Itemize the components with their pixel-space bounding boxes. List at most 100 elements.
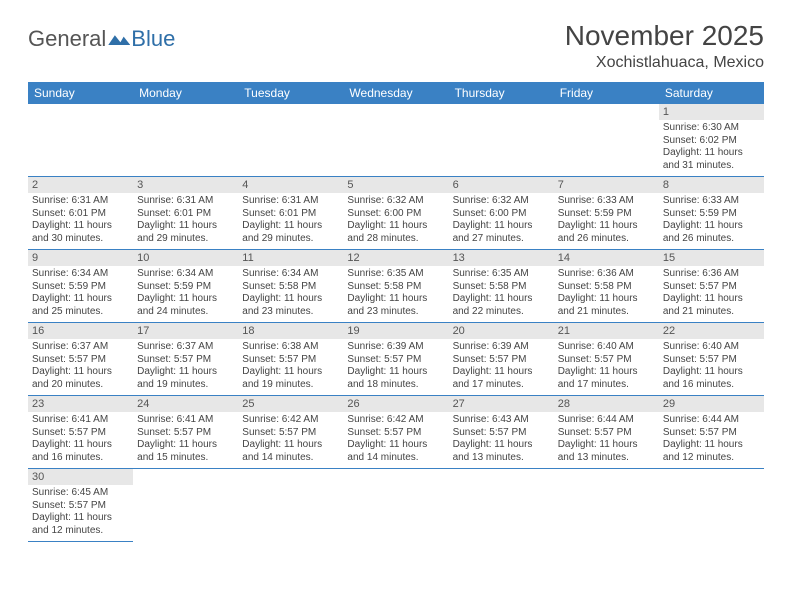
calendar-cell (554, 104, 659, 177)
daylight-line: Daylight: 11 hours and 22 minutes. (453, 293, 550, 318)
calendar-cell (343, 469, 448, 542)
sunset-line: Sunset: 6:01 PM (242, 208, 339, 221)
sunset-line: Sunset: 5:57 PM (453, 354, 550, 367)
daylight-line: Daylight: 11 hours and 14 minutes. (242, 439, 339, 464)
sunset-line: Sunset: 5:57 PM (663, 281, 760, 294)
day-number: 7 (554, 177, 659, 193)
calendar-cell: 1Sunrise: 6:30 AMSunset: 6:02 PMDaylight… (659, 104, 764, 177)
calendar-cell (554, 469, 659, 542)
daylight-line: Daylight: 11 hours and 12 minutes. (32, 512, 129, 537)
calendar-cell: 12Sunrise: 6:35 AMSunset: 5:58 PMDayligh… (343, 250, 448, 323)
day-details: Sunrise: 6:33 AMSunset: 5:59 PMDaylight:… (659, 193, 764, 249)
day-details: Sunrise: 6:33 AMSunset: 5:59 PMDaylight:… (554, 193, 659, 249)
sunset-line: Sunset: 5:59 PM (663, 208, 760, 221)
logo-text-blue: Blue (131, 26, 175, 52)
day-details: Sunrise: 6:31 AMSunset: 6:01 PMDaylight:… (238, 193, 343, 249)
sunset-line: Sunset: 5:58 PM (242, 281, 339, 294)
weekday-header: Sunday (28, 82, 133, 104)
day-number: 13 (449, 250, 554, 266)
sunrise-line: Sunrise: 6:40 AM (558, 341, 655, 354)
daylight-line: Daylight: 11 hours and 29 minutes. (137, 220, 234, 245)
calendar-cell: 29Sunrise: 6:44 AMSunset: 5:57 PMDayligh… (659, 396, 764, 469)
logo-flag-icon (108, 31, 130, 45)
daylight-line: Daylight: 11 hours and 20 minutes. (32, 366, 129, 391)
day-number: 10 (133, 250, 238, 266)
day-details: Sunrise: 6:45 AMSunset: 5:57 PMDaylight:… (28, 485, 133, 541)
sunrise-line: Sunrise: 6:44 AM (558, 414, 655, 427)
sunset-line: Sunset: 5:57 PM (663, 427, 760, 440)
calendar-cell: 15Sunrise: 6:36 AMSunset: 5:57 PMDayligh… (659, 250, 764, 323)
day-number: 3 (133, 177, 238, 193)
sunrise-line: Sunrise: 6:36 AM (663, 268, 760, 281)
day-details: Sunrise: 6:42 AMSunset: 5:57 PMDaylight:… (343, 412, 448, 468)
calendar-cell: 2Sunrise: 6:31 AMSunset: 6:01 PMDaylight… (28, 177, 133, 250)
calendar-cell: 19Sunrise: 6:39 AMSunset: 5:57 PMDayligh… (343, 323, 448, 396)
sunrise-line: Sunrise: 6:31 AM (137, 195, 234, 208)
sunrise-line: Sunrise: 6:31 AM (32, 195, 129, 208)
sunrise-line: Sunrise: 6:45 AM (32, 487, 129, 500)
daylight-line: Daylight: 11 hours and 29 minutes. (242, 220, 339, 245)
sunset-line: Sunset: 5:57 PM (242, 427, 339, 440)
calendar-cell: 7Sunrise: 6:33 AMSunset: 5:59 PMDaylight… (554, 177, 659, 250)
day-number: 9 (28, 250, 133, 266)
day-details: Sunrise: 6:32 AMSunset: 6:00 PMDaylight:… (449, 193, 554, 249)
sunrise-line: Sunrise: 6:36 AM (558, 268, 655, 281)
sunset-line: Sunset: 5:57 PM (242, 354, 339, 367)
day-details: Sunrise: 6:38 AMSunset: 5:57 PMDaylight:… (238, 339, 343, 395)
day-details: Sunrise: 6:34 AMSunset: 5:59 PMDaylight:… (133, 266, 238, 322)
calendar-cell: 17Sunrise: 6:37 AMSunset: 5:57 PMDayligh… (133, 323, 238, 396)
weekday-header: Tuesday (238, 82, 343, 104)
calendar-cell: 6Sunrise: 6:32 AMSunset: 6:00 PMDaylight… (449, 177, 554, 250)
sunset-line: Sunset: 6:01 PM (137, 208, 234, 221)
daylight-line: Daylight: 11 hours and 17 minutes. (558, 366, 655, 391)
day-details: Sunrise: 6:31 AMSunset: 6:01 PMDaylight:… (133, 193, 238, 249)
day-details: Sunrise: 6:42 AMSunset: 5:57 PMDaylight:… (238, 412, 343, 468)
daylight-line: Daylight: 11 hours and 16 minutes. (32, 439, 129, 464)
sunrise-line: Sunrise: 6:32 AM (453, 195, 550, 208)
calendar-cell: 8Sunrise: 6:33 AMSunset: 5:59 PMDaylight… (659, 177, 764, 250)
calendar-cell: 27Sunrise: 6:43 AMSunset: 5:57 PMDayligh… (449, 396, 554, 469)
sunset-line: Sunset: 5:59 PM (558, 208, 655, 221)
daylight-line: Daylight: 11 hours and 12 minutes. (663, 439, 760, 464)
day-details: Sunrise: 6:39 AMSunset: 5:57 PMDaylight:… (449, 339, 554, 395)
daylight-line: Daylight: 11 hours and 14 minutes. (347, 439, 444, 464)
calendar-cell: 18Sunrise: 6:38 AMSunset: 5:57 PMDayligh… (238, 323, 343, 396)
day-details: Sunrise: 6:44 AMSunset: 5:57 PMDaylight:… (659, 412, 764, 468)
logo: General Blue (28, 20, 175, 52)
sunrise-line: Sunrise: 6:42 AM (347, 414, 444, 427)
daylight-line: Daylight: 11 hours and 26 minutes. (558, 220, 655, 245)
day-details: Sunrise: 6:30 AMSunset: 6:02 PMDaylight:… (659, 120, 764, 176)
daylight-line: Daylight: 11 hours and 21 minutes. (558, 293, 655, 318)
calendar-body: 1Sunrise: 6:30 AMSunset: 6:02 PMDaylight… (28, 104, 764, 542)
day-number: 5 (343, 177, 448, 193)
calendar-cell (343, 104, 448, 177)
sunset-line: Sunset: 5:58 PM (558, 281, 655, 294)
day-number: 19 (343, 323, 448, 339)
day-details: Sunrise: 6:39 AMSunset: 5:57 PMDaylight:… (343, 339, 448, 395)
sunrise-line: Sunrise: 6:39 AM (453, 341, 550, 354)
sunrise-line: Sunrise: 6:30 AM (663, 122, 760, 135)
daylight-line: Daylight: 11 hours and 27 minutes. (453, 220, 550, 245)
calendar-cell: 10Sunrise: 6:34 AMSunset: 5:59 PMDayligh… (133, 250, 238, 323)
weekday-header: Wednesday (343, 82, 448, 104)
calendar-cell: 28Sunrise: 6:44 AMSunset: 5:57 PMDayligh… (554, 396, 659, 469)
sunrise-line: Sunrise: 6:31 AM (242, 195, 339, 208)
day-number: 26 (343, 396, 448, 412)
sunset-line: Sunset: 5:57 PM (32, 427, 129, 440)
daylight-line: Daylight: 11 hours and 19 minutes. (137, 366, 234, 391)
calendar-cell: 13Sunrise: 6:35 AMSunset: 5:58 PMDayligh… (449, 250, 554, 323)
day-number: 25 (238, 396, 343, 412)
day-number: 28 (554, 396, 659, 412)
calendar-cell: 5Sunrise: 6:32 AMSunset: 6:00 PMDaylight… (343, 177, 448, 250)
calendar-cell: 14Sunrise: 6:36 AMSunset: 5:58 PMDayligh… (554, 250, 659, 323)
sunset-line: Sunset: 5:59 PM (32, 281, 129, 294)
daylight-line: Daylight: 11 hours and 25 minutes. (32, 293, 129, 318)
weekday-header: Thursday (449, 82, 554, 104)
sunset-line: Sunset: 5:57 PM (347, 427, 444, 440)
day-number: 4 (238, 177, 343, 193)
sunrise-line: Sunrise: 6:44 AM (663, 414, 760, 427)
logo-text-general: General (28, 26, 106, 52)
sunset-line: Sunset: 5:57 PM (558, 427, 655, 440)
sunset-line: Sunset: 5:57 PM (663, 354, 760, 367)
daylight-line: Daylight: 11 hours and 28 minutes. (347, 220, 444, 245)
